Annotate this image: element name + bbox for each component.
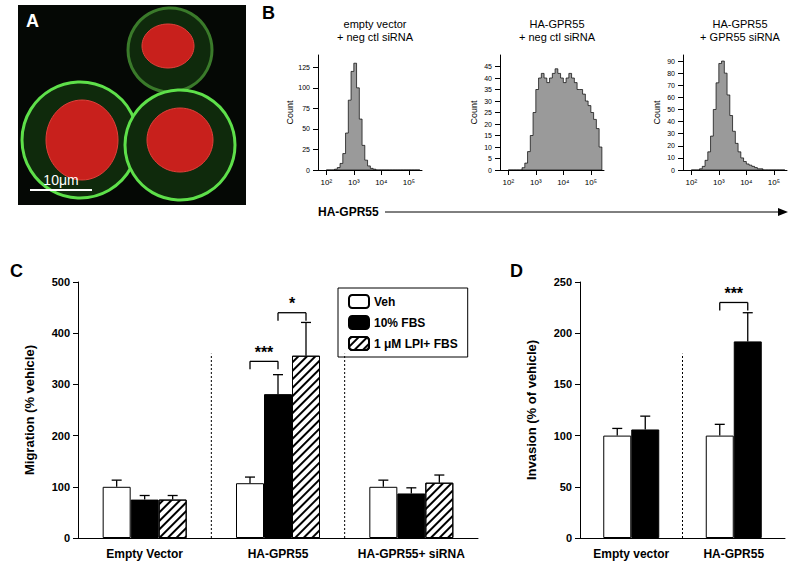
svg-text:0: 0 [671,167,675,174]
svg-text:HA-GPR55: HA-GPR55 [712,18,767,30]
svg-text:empty vector: empty vector [344,18,407,30]
svg-text:200: 200 [52,430,70,442]
svg-text:25: 25 [484,109,492,116]
svg-text:50: 50 [667,106,675,113]
svg-text:5: 5 [488,155,492,162]
svg-text:HA-GPR55+ siRNA: HA-GPR55+ siRNA [358,547,465,561]
svg-text:400: 400 [52,327,70,339]
svg-text:0: 0 [566,532,572,544]
svg-text:Empty vector: Empty vector [593,547,669,561]
svg-text:1 μM LPI+ FBS: 1 μM LPI+ FBS [374,337,458,351]
svg-text:100: 100 [298,84,310,91]
svg-text:40: 40 [484,75,492,82]
svg-text:***: *** [255,344,274,361]
svg-text:0: 0 [64,532,70,544]
svg-text:25: 25 [302,146,310,153]
svg-text:*: * [289,295,296,312]
svg-text:60: 60 [667,94,675,101]
svg-text:Count: Count [652,100,662,125]
svg-text:75: 75 [302,105,310,112]
svg-text:10³: 10³ [713,178,725,187]
svg-text:20: 20 [667,142,675,149]
svg-text:10μm: 10μm [43,172,78,188]
svg-text:30: 30 [484,98,492,105]
svg-text:10⁴: 10⁴ [557,178,570,187]
svg-text:HA-GPR55: HA-GPR55 [529,18,584,30]
svg-text:10⁴: 10⁴ [740,178,753,187]
svg-text:30: 30 [667,130,675,137]
svg-text:70: 70 [667,82,675,89]
svg-text:10: 10 [667,154,675,161]
svg-text:10²: 10² [503,178,515,187]
svg-text:10⁵: 10⁵ [403,178,415,187]
svg-text:125: 125 [298,64,310,71]
svg-text:10: 10 [484,144,492,151]
svg-text:150: 150 [554,378,572,390]
svg-text:10⁴: 10⁴ [375,178,388,187]
svg-text:10²: 10² [321,178,333,187]
svg-text:Veh: Veh [374,295,395,309]
svg-text:10³: 10³ [530,178,542,187]
svg-text:50: 50 [302,125,310,132]
svg-text:250: 250 [554,276,572,288]
svg-text:10⁵: 10⁵ [585,178,597,187]
svg-text:500: 500 [52,276,70,288]
svg-text:B: B [262,3,275,23]
svg-text:10²: 10² [686,178,698,187]
svg-text:HA-GPR55: HA-GPR55 [248,547,309,561]
svg-text:200: 200 [554,327,572,339]
svg-text:90: 90 [667,58,675,65]
svg-text:100: 100 [52,481,70,493]
svg-text:80: 80 [667,70,675,77]
svg-text:10⁵: 10⁵ [768,178,780,187]
svg-text:A: A [26,11,39,31]
svg-text:D: D [510,261,523,281]
svg-text:35: 35 [484,86,492,93]
svg-text:100: 100 [554,430,572,442]
svg-text:Count: Count [285,100,295,125]
svg-text:10% FBS: 10% FBS [374,316,425,330]
svg-text:10³: 10³ [348,178,360,187]
svg-text:Count: Count [469,100,479,125]
svg-text:20: 20 [484,121,492,128]
svg-text:40: 40 [667,118,675,125]
svg-text:Migration (% vehicle): Migration (% vehicle) [22,345,37,475]
svg-text:300: 300 [52,378,70,390]
svg-text:Empty Vector: Empty Vector [106,547,183,561]
svg-text:***: *** [724,285,743,302]
svg-text:50: 50 [560,481,572,493]
svg-text:0: 0 [306,167,310,174]
svg-text:+ GPR55 siRNA: + GPR55 siRNA [700,31,780,43]
svg-text:+ neg ctl siRNA: + neg ctl siRNA [337,31,414,43]
svg-text:C: C [10,261,23,281]
svg-text:Invasion (% of vehicle): Invasion (% of vehicle) [524,340,539,480]
svg-text:HA-GPR55: HA-GPR55 [318,205,379,219]
svg-text:0: 0 [488,167,492,174]
svg-text:45: 45 [484,63,492,70]
svg-text:15: 15 [484,132,492,139]
svg-text:HA-GPR55: HA-GPR55 [703,547,764,561]
svg-text:+ neg ctl siRNA: + neg ctl siRNA [519,31,596,43]
